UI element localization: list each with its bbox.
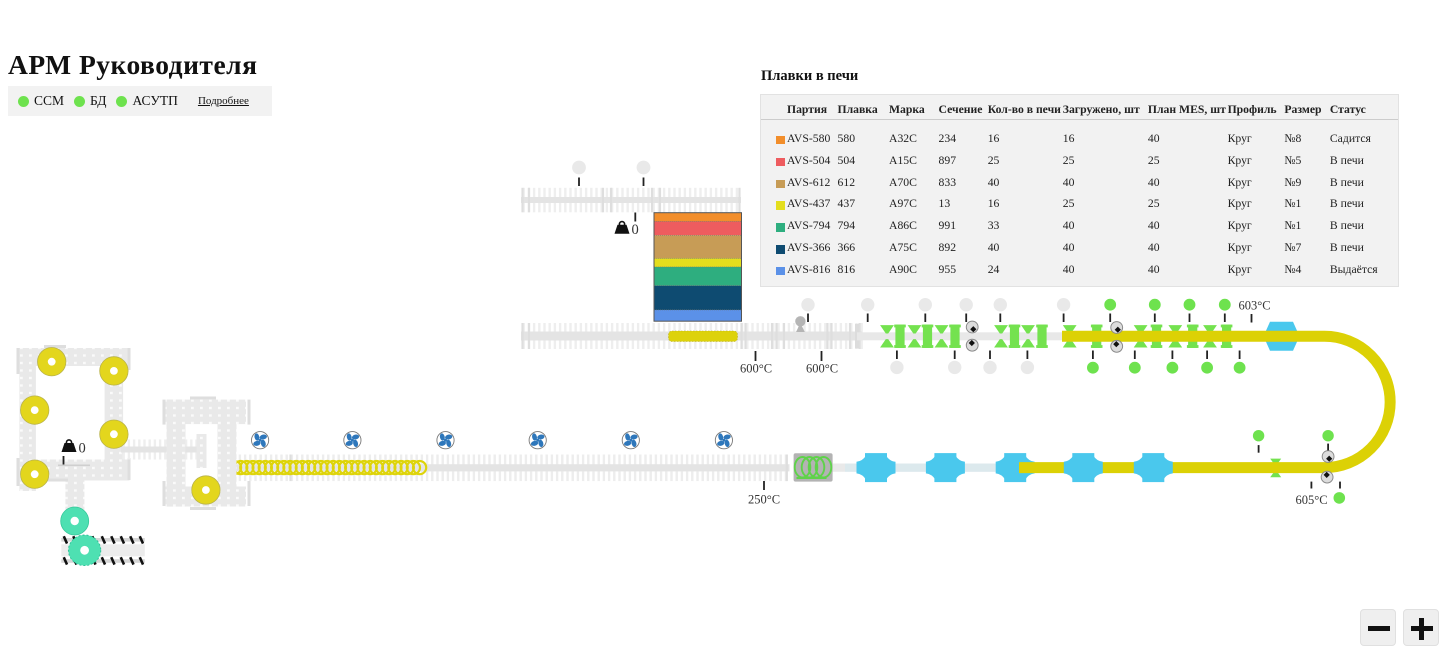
svg-text:0: 0	[632, 222, 639, 238]
svg-text:603°C: 603°C	[1238, 299, 1270, 313]
svg-text:600°C: 600°C	[740, 362, 772, 376]
svg-text:605°C: 605°C	[1295, 493, 1327, 507]
svg-text:600°C: 600°C	[806, 362, 838, 376]
svg-text:0: 0	[79, 441, 86, 457]
svg-text:250°C: 250°C	[748, 493, 780, 507]
